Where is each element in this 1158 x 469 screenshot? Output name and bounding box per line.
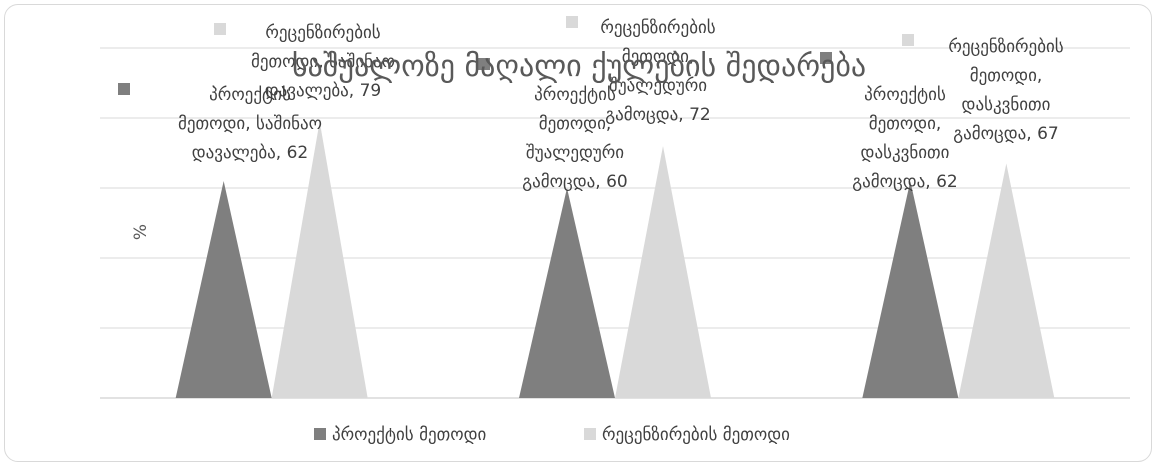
data-label-line: მეთოდი, [970, 66, 1043, 86]
bar-project-0 [175, 181, 272, 398]
data-label-line: გამოცდა, 72 [605, 105, 710, 125]
data-label-line: შუალედური [609, 76, 707, 96]
legend-label: რეცენზირების მეთოდი [602, 425, 790, 445]
data-label-line: მეთოდი, [539, 114, 612, 134]
data-label-marker [820, 52, 832, 64]
data-label-marker [118, 83, 130, 95]
y-axis-label: % [131, 224, 151, 240]
data-label-line: გამოცდა, 67 [953, 124, 1058, 144]
data-label-marker [566, 16, 578, 28]
data-label: რეცენზირების მეთოდი, დასკვნითი გამოცდა, 67 [948, 37, 1063, 144]
data-label: პროექტის მეთოდი, შუალედური გამოცდა, 60 [522, 85, 627, 192]
legend-label: პროექტის მეთოდი [332, 425, 486, 445]
data-label-line: პროექტის [864, 85, 946, 105]
legend: პროექტის მეთოდი რეცენზირების მეთოდი [314, 425, 790, 445]
bar-project-1 [519, 188, 615, 398]
chart-title: საშუალოზე მაღალი ქულების შედარება [292, 49, 866, 84]
data-label-line: პროექტის [209, 85, 291, 105]
data-label-line: გამოცდა, 60 [522, 172, 627, 192]
data-label-line: გამოცდა, 62 [852, 172, 957, 192]
bar-project-2 [862, 181, 959, 398]
bar-review-1 [615, 146, 711, 398]
data-label-line: პროექტის [534, 85, 616, 105]
data-label: პროექტის მეთოდი, დასკვნითი გამოცდა, 62 [852, 85, 957, 192]
data-label-marker [478, 58, 490, 70]
data-label-line: დასკვნითი [861, 143, 950, 163]
bar-review-0 [271, 121, 368, 398]
data-label-line: მეთოდი, [622, 47, 695, 67]
data-label-line: რეცენზირების [948, 37, 1063, 57]
data-label: რეცენზირების მეთოდი, შუალედური გამოცდა, 72 [600, 18, 715, 125]
bars [175, 121, 1055, 398]
data-label-line: მეთოდი, საშინაო [178, 114, 322, 134]
data-label-line: მეთოდი, [869, 114, 942, 134]
data-label-line: რეცენზირების [600, 18, 715, 38]
data-label-line: მეთოდი, საშინაო [251, 52, 395, 72]
bar-review-2 [958, 163, 1055, 398]
data-label-line: დავალება, 62 [192, 143, 309, 163]
data-label-marker [214, 23, 226, 35]
data-label-line: შუალედური [526, 143, 624, 163]
data-label: რეცენზირების მეთოდი, საშინაო დავალება, 79 [251, 23, 395, 101]
legend-swatch [584, 428, 596, 440]
data-label-line: დავალება, 79 [265, 81, 382, 101]
data-label-line: რეცენზირების [265, 23, 380, 43]
legend-swatch [314, 428, 326, 440]
data-label-marker [902, 34, 914, 46]
data-label-line: დასკვნითი [962, 95, 1051, 115]
data-label: პროექტის მეთოდი, საშინაო დავალება, 62 [178, 85, 322, 163]
data-labels: პროექტის მეთოდი, საშინაო დავალება, 62პროექ… [118, 16, 1064, 192]
